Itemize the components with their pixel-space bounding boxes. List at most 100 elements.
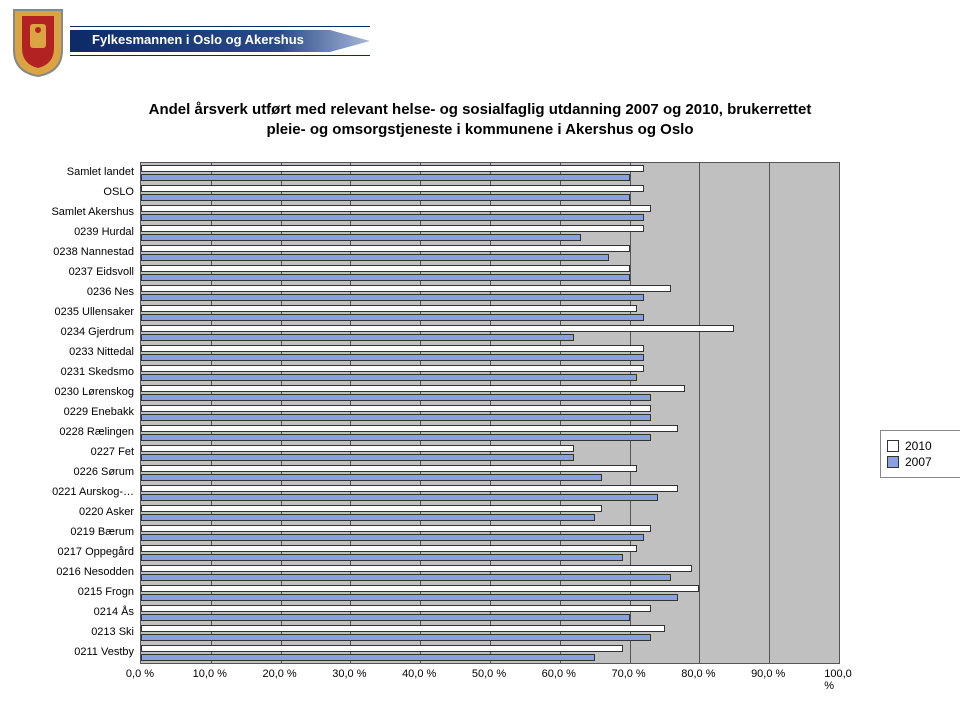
category-label: 0231 Skedsmo <box>61 366 134 378</box>
x-tick-label: 30,0 % <box>332 668 366 680</box>
bar-2007 <box>141 234 581 241</box>
bar-2007 <box>141 354 644 361</box>
bar-2007 <box>141 594 678 601</box>
category-label: 0213 Ski <box>91 626 134 638</box>
bar-2007 <box>141 194 630 201</box>
crest-logo <box>8 6 68 78</box>
bar-2007 <box>141 174 630 181</box>
header-org-text: Fylkesmannen i Oslo og Akershus <box>92 32 304 47</box>
legend: 2010 2007 <box>880 430 960 478</box>
category-label: 0216 Nesodden <box>56 566 134 578</box>
category-label: 0214 Ås <box>94 606 134 618</box>
bar-2007 <box>141 254 609 261</box>
legend-label: 2007 <box>905 455 932 469</box>
x-tick-label: 40,0 % <box>402 668 436 680</box>
bar-2007 <box>141 434 651 441</box>
bar-2007 <box>141 314 644 321</box>
category-label: 0237 Eidsvoll <box>69 266 134 278</box>
bar-2010 <box>141 305 637 312</box>
bar-2007 <box>141 474 602 481</box>
bar-2010 <box>141 325 734 332</box>
x-tick-label: 0,0 % <box>126 668 154 680</box>
bar-2010 <box>141 525 651 532</box>
plot-area <box>140 162 840 664</box>
bar-2010 <box>141 405 651 412</box>
bar-2010 <box>141 345 644 352</box>
chart: Samlet landet OSLO Samlet Akershus 0239 Hur… <box>10 162 860 692</box>
bar-2010 <box>141 645 623 652</box>
legend-swatch-icon <box>887 440 899 452</box>
x-tick-label: 80,0 % <box>681 668 715 680</box>
bar-2010 <box>141 285 671 292</box>
legend-label: 2010 <box>905 439 932 453</box>
bar-2010 <box>141 505 602 512</box>
gridline <box>769 163 770 663</box>
category-label: 0229 Enebakk <box>64 406 134 418</box>
bar-2007 <box>141 294 644 301</box>
category-label: Samlet landet <box>67 166 134 178</box>
category-label: 0235 Ullensaker <box>55 306 135 318</box>
bar-2007 <box>141 394 651 401</box>
category-label: Samlet Akershus <box>51 206 134 218</box>
bar-2007 <box>141 554 623 561</box>
category-label: 0238 Nannestad <box>53 246 134 258</box>
bar-2010 <box>141 265 630 272</box>
category-label: 0220 Asker <box>79 506 134 518</box>
bar-2010 <box>141 585 699 592</box>
bar-2007 <box>141 334 574 341</box>
chart-title: Andel årsverk utført med relevant helse-… <box>0 100 960 139</box>
bar-2010 <box>141 625 665 632</box>
category-label: 0228 Rælingen <box>59 426 134 438</box>
x-tick-label: 20,0 % <box>262 668 296 680</box>
category-label: OSLO <box>103 186 134 198</box>
x-tick-label: 10,0 % <box>193 668 227 680</box>
x-tick-label: 50,0 % <box>472 668 506 680</box>
bar-2010 <box>141 165 644 172</box>
bar-2007 <box>141 214 644 221</box>
bar-2010 <box>141 565 692 572</box>
x-tick-label: 70,0 % <box>611 668 645 680</box>
category-label: 0215 Frogn <box>78 586 134 598</box>
bar-2007 <box>141 454 574 461</box>
bar-2010 <box>141 245 630 252</box>
bar-2007 <box>141 494 658 501</box>
bar-2010 <box>141 465 637 472</box>
category-label: 0236 Nes <box>87 286 134 298</box>
bar-2007 <box>141 274 630 281</box>
bar-2010 <box>141 185 644 192</box>
category-label: 0239 Hurdal <box>74 226 134 238</box>
x-tick-label: 60,0 % <box>542 668 576 680</box>
category-label: 0234 Gjerdrum <box>61 326 134 338</box>
category-label: 0226 Sørum <box>73 466 134 478</box>
x-tick-label: 90,0 % <box>751 668 785 680</box>
bar-2010 <box>141 485 678 492</box>
gridline <box>699 163 700 663</box>
category-label: 0233 Nittedal <box>69 346 134 358</box>
bar-2010 <box>141 425 678 432</box>
legend-swatch-icon <box>887 456 899 468</box>
legend-item-2010: 2010 <box>887 439 957 453</box>
bar-2010 <box>141 545 637 552</box>
bar-2007 <box>141 654 595 661</box>
x-tick-label: 100,0 % <box>824 668 852 692</box>
bar-2007 <box>141 534 644 541</box>
x-axis-labels: 0,0 %10,0 %20,0 %30,0 %40,0 %50,0 %60,0 … <box>140 668 840 688</box>
bar-2010 <box>141 365 644 372</box>
bar-2007 <box>141 614 630 621</box>
bar-2007 <box>141 574 671 581</box>
category-label: 0211 Vestby <box>74 646 134 658</box>
bar-2010 <box>141 205 651 212</box>
category-label: 0221 Aurskog-… <box>52 486 134 498</box>
bar-2007 <box>141 374 637 381</box>
category-label: 0227 Fet <box>91 446 134 458</box>
category-label: 0219 Bærum <box>70 526 134 538</box>
legend-item-2007: 2007 <box>887 455 957 469</box>
bar-2010 <box>141 225 644 232</box>
bar-2010 <box>141 385 685 392</box>
bar-2010 <box>141 445 574 452</box>
category-label: 0217 Oppegård <box>58 546 134 558</box>
y-axis-labels: Samlet landet OSLO Samlet Akershus 0239 Hur… <box>10 162 138 692</box>
bar-2007 <box>141 514 595 521</box>
bar-2010 <box>141 605 651 612</box>
header-banner: Fylkesmannen i Oslo og Akershus <box>70 26 370 56</box>
